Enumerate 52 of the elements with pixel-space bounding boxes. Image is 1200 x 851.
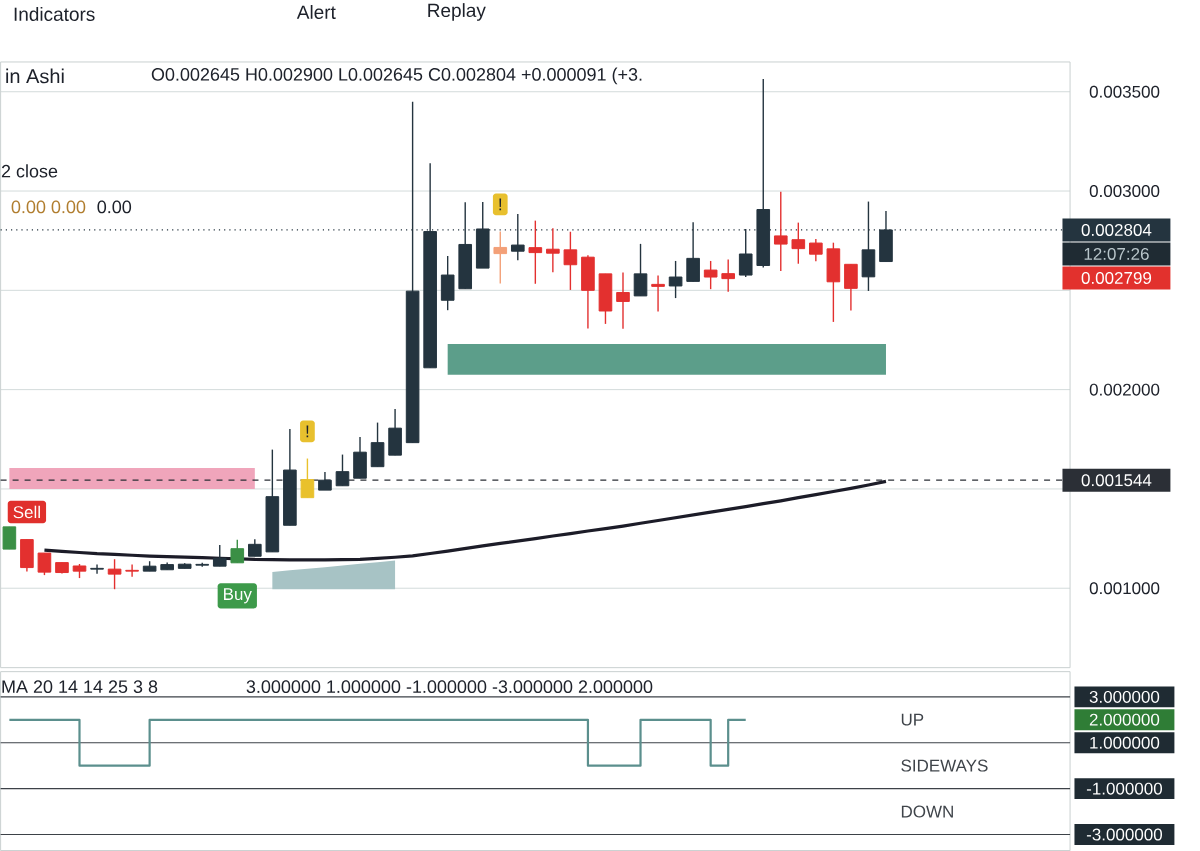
candlestick — [703, 260, 718, 290]
y-tick-label: -1.000000 — [1086, 782, 1163, 795]
chart-subtitle: 3.000000 1.000000 -1.000000 -3.000000 2.000000 — [246, 680, 653, 693]
text: 12:07:26 — [1084, 247, 1149, 260]
y-tick-label: 0.003000 — [1089, 185, 1160, 198]
text: 0.002799 — [1081, 271, 1152, 284]
candlestick — [651, 274, 665, 313]
candlestick — [230, 539, 245, 564]
candlestick — [2, 526, 17, 550]
annotation: Sell — [13, 505, 40, 519]
y-tick-label: 1.000000 — [1090, 736, 1160, 749]
candlestick — [212, 544, 227, 567]
candlestick — [37, 552, 52, 576]
y-tick-label: -3.000000 — [1086, 828, 1163, 841]
candlestick — [721, 258, 735, 293]
ref-line-label: 0.001544 — [1081, 474, 1152, 487]
annotation: O0.002645 H0.002900 L0.002645 C0.002804 +0.000091 (+3. — [151, 67, 642, 85]
candlestick — [686, 221, 700, 283]
candlestick — [668, 260, 683, 299]
y-tick-label: 0.003500 — [1089, 85, 1160, 98]
annotation: UP — [901, 713, 924, 726]
y-tick-label: 0.001000 — [1089, 582, 1160, 595]
text: Replay — [428, 3, 486, 21]
annotation: in Ashi — [6, 68, 64, 84]
annotation: ! — [306, 425, 309, 438]
annotation: 0.00 — [97, 200, 132, 214]
candlestick — [791, 221, 806, 265]
text: Indicators — [14, 6, 95, 21]
candlestick — [90, 563, 104, 575]
ref-line-label: 0.002804 — [1081, 223, 1152, 236]
annotation: DOWN — [901, 805, 953, 818]
y-tick-label: 0.002000 — [1089, 383, 1160, 396]
text: 2.000000 — [1089, 713, 1160, 726]
candlestick — [493, 230, 508, 285]
annotation: Buy — [224, 588, 252, 604]
y-tick-label: 3.000000 — [1089, 690, 1160, 703]
annotation: SIDEWAYS — [901, 759, 988, 772]
candlestick — [546, 227, 560, 273]
annotation: ! — [499, 198, 502, 211]
candlestick — [633, 243, 648, 297]
text: Alert — [296, 4, 336, 19]
candlestick — [773, 191, 788, 272]
candlestick — [125, 563, 139, 578]
annotation: 0.00 0.00 — [11, 200, 86, 214]
candlestick — [300, 457, 315, 499]
candlestick — [563, 231, 578, 291]
candlestick — [616, 271, 630, 330]
candlestick — [107, 558, 122, 590]
chart-title: MA 20 14 14 25 3 8 — [2, 680, 158, 693]
annotation: 2 close — [1, 164, 58, 178]
candlestick — [809, 238, 823, 262]
candlestick — [528, 219, 543, 285]
